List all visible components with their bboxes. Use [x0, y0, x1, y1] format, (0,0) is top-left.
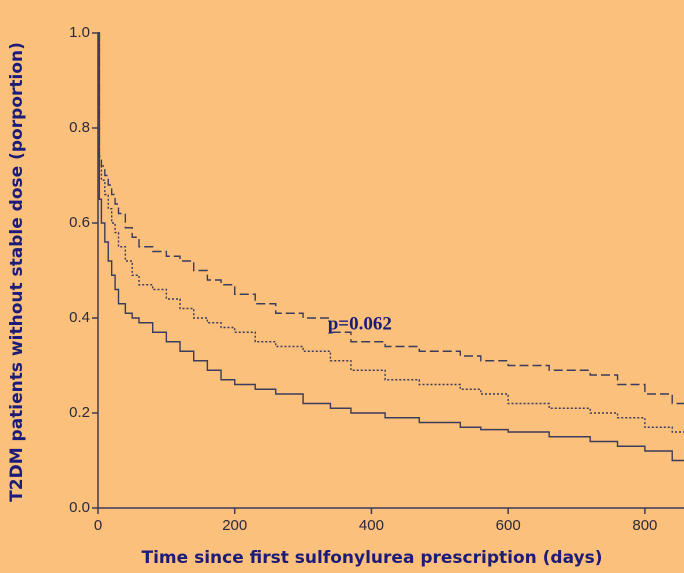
y-tick-label: 0.2 [69, 404, 90, 421]
x-tick-label: 800 [632, 517, 657, 534]
y-tick-label: 0.0 [69, 499, 90, 516]
x-tick-label: 600 [496, 517, 521, 534]
survival-curve [98, 32, 684, 405]
y-tick-label: 0.6 [69, 214, 90, 231]
y-tick-label: 0.4 [69, 309, 90, 326]
y-tick-label: 0.8 [69, 119, 90, 136]
annotation: p=0.062 [328, 313, 392, 334]
x-tick-label: 200 [222, 517, 247, 534]
x-axis-title: Time since first sulfonylurea prescripti… [141, 548, 602, 568]
x-tick-label: 0 [94, 517, 102, 534]
survival-curve [98, 32, 684, 462]
x-tick-label: 400 [359, 517, 384, 534]
survival-curve [98, 32, 684, 433]
y-axis-title: T2DM patients without stable dose (porpo… [7, 42, 27, 502]
y-tick-label: 1.0 [69, 24, 90, 41]
